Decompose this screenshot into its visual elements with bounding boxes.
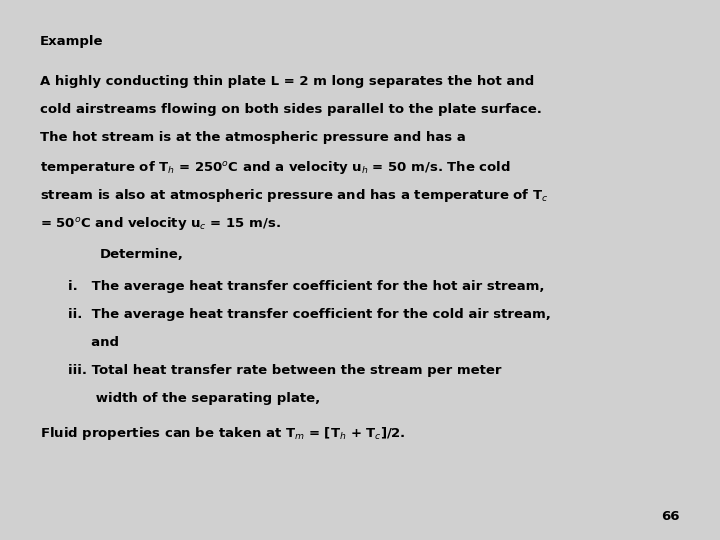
Text: = 50$^o$C and velocity u$_c$ = 15 m/s.: = 50$^o$C and velocity u$_c$ = 15 m/s. — [40, 215, 281, 232]
Text: ii.  The average heat transfer coefficient for the cold air stream,: ii. The average heat transfer coefficien… — [68, 308, 551, 321]
Text: temperature of T$_h$ = 250$^o$C and a velocity u$_h$ = 50 m/s. The cold: temperature of T$_h$ = 250$^o$C and a ve… — [40, 159, 511, 176]
Text: cold airstreams flowing on both sides parallel to the plate surface.: cold airstreams flowing on both sides pa… — [40, 103, 542, 116]
Text: Example: Example — [40, 35, 104, 48]
Text: i.   The average heat transfer coefficient for the hot air stream,: i. The average heat transfer coefficient… — [68, 280, 544, 293]
Text: The hot stream is at the atmospheric pressure and has a: The hot stream is at the atmospheric pre… — [40, 131, 466, 144]
Text: stream is also at atmospheric pressure and has a temperature of T$_c$: stream is also at atmospheric pressure a… — [40, 187, 549, 204]
Text: iii. Total heat transfer rate between the stream per meter: iii. Total heat transfer rate between th… — [68, 364, 502, 377]
Text: width of the separating plate,: width of the separating plate, — [68, 392, 320, 405]
Text: Fluid properties can be taken at T$_m$ = [T$_h$ + T$_c$]/2.: Fluid properties can be taken at T$_m$ =… — [40, 425, 405, 442]
Text: A highly conducting thin plate L = 2 m long separates the hot and: A highly conducting thin plate L = 2 m l… — [40, 75, 534, 88]
Text: Determine,: Determine, — [100, 248, 184, 261]
Text: 66: 66 — [662, 510, 680, 523]
Text: and: and — [68, 336, 119, 349]
